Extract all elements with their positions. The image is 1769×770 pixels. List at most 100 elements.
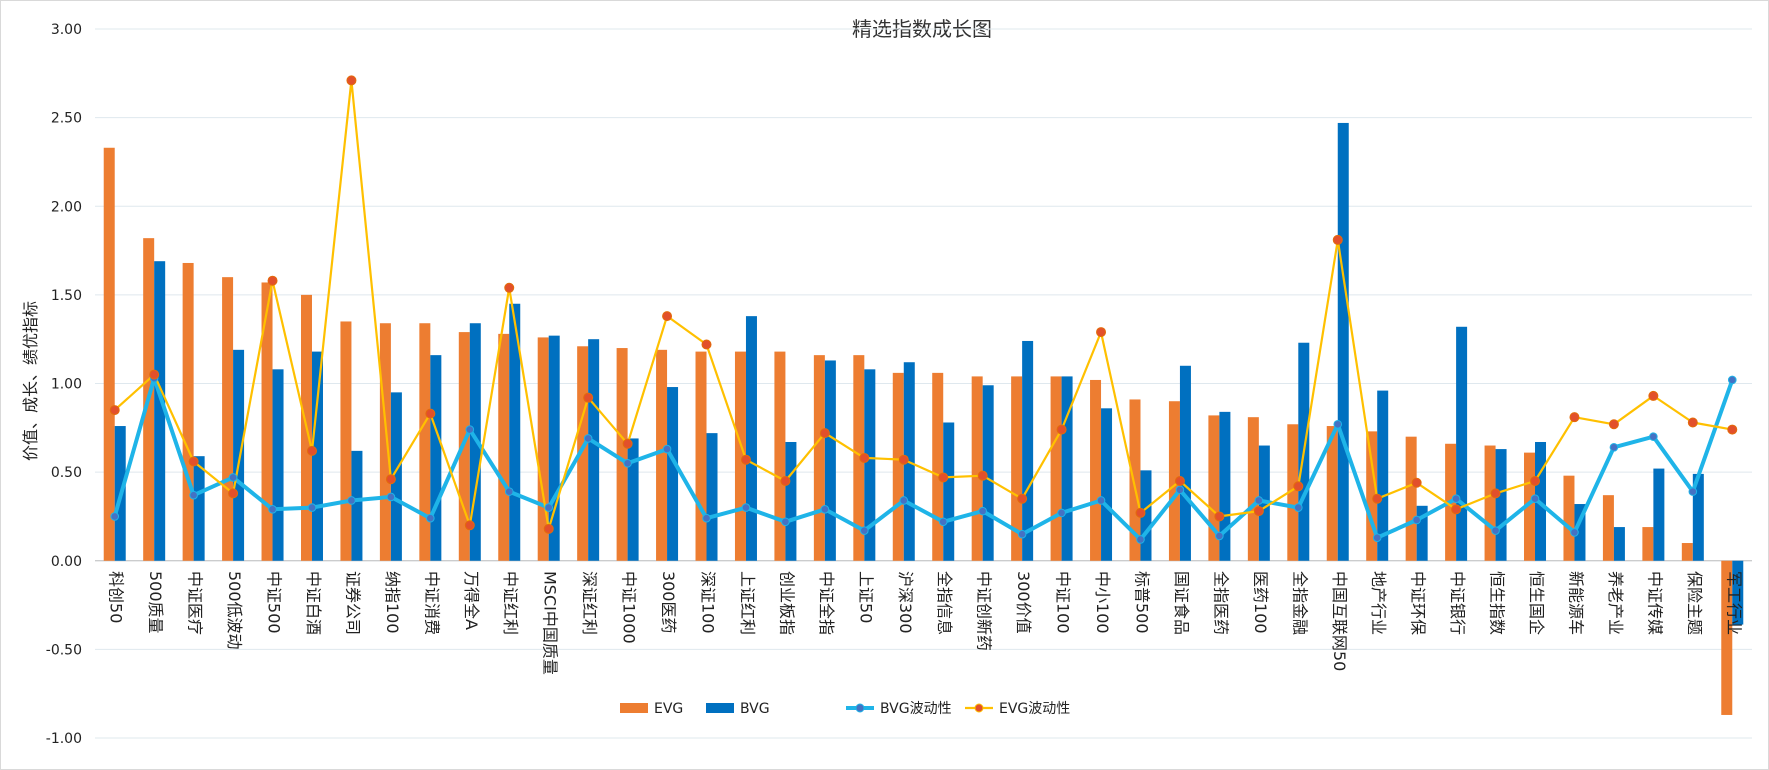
series-point-0 xyxy=(1333,419,1343,429)
series-point-1 xyxy=(1411,477,1422,488)
series-point-1 xyxy=(1017,493,1028,504)
x-tick-label: 科创50 xyxy=(107,571,126,623)
series-point-0 xyxy=(1215,531,1224,541)
legend-swatch xyxy=(706,703,734,713)
bar-bvg xyxy=(1179,365,1191,561)
bar-evg xyxy=(222,277,234,561)
series-point-0 xyxy=(1688,487,1698,496)
bars xyxy=(103,122,1744,715)
series-point-0 xyxy=(1175,485,1185,495)
lines xyxy=(109,75,1738,544)
bar-bvg xyxy=(1653,468,1665,561)
series-point-1 xyxy=(385,474,396,485)
series-point-0 xyxy=(110,512,120,521)
series-point-1 xyxy=(898,454,909,465)
series-point-0 xyxy=(386,492,396,502)
legend-label: EVG波动性 xyxy=(999,701,1070,717)
x-tick-label: 医药100 xyxy=(1251,571,1270,634)
x-tick-label: 全指金融 xyxy=(1290,571,1309,635)
x-tick-label: 中国互联网50 xyxy=(1330,571,1349,671)
bar-bvg xyxy=(154,261,166,561)
bar-bvg xyxy=(1377,390,1389,561)
x-tick-label: 恒生国企 xyxy=(1527,571,1546,635)
bar-evg xyxy=(1366,431,1378,561)
bar-bvg xyxy=(272,369,284,561)
series-point-1 xyxy=(977,470,988,481)
y-tick-label: -1.00 xyxy=(46,731,82,747)
series-point-1 xyxy=(662,311,673,322)
y-tick-label: 0.50 xyxy=(51,465,82,481)
bar-bvg xyxy=(311,351,323,561)
series-point-1 xyxy=(1253,506,1264,517)
series-line-1 xyxy=(113,79,1733,530)
series-point-0 xyxy=(623,458,632,468)
series-point-1 xyxy=(1530,475,1541,486)
bar-bvg xyxy=(706,433,718,561)
bar-bvg xyxy=(1219,411,1231,561)
bar-evg xyxy=(774,351,786,561)
bar-bvg xyxy=(1574,504,1586,561)
bar-bvg xyxy=(1692,473,1704,561)
x-tick-label: MSCI中国质量 xyxy=(541,571,560,675)
bar-evg xyxy=(419,323,431,561)
x-tick-label: 中小100 xyxy=(1093,571,1112,634)
series-point-1 xyxy=(1490,488,1501,499)
legend-marker xyxy=(855,703,865,713)
series-point-0 xyxy=(189,490,198,500)
bar-bvg xyxy=(1337,122,1349,561)
series-point-1 xyxy=(1332,234,1343,245)
bar-evg xyxy=(1721,560,1733,715)
y-tick-label: 3.00 xyxy=(51,22,82,38)
bar-bvg xyxy=(1061,376,1073,561)
x-tick-label: 中证环保 xyxy=(1409,571,1428,635)
bar-evg xyxy=(1681,543,1693,561)
series-point-1 xyxy=(1214,511,1225,522)
series-point-0 xyxy=(1649,432,1658,441)
legend-label: EVG xyxy=(654,701,683,717)
bar-evg xyxy=(813,355,825,561)
bar-evg xyxy=(1563,475,1575,561)
bar-evg xyxy=(971,376,983,561)
y-tick-label: 1.00 xyxy=(51,377,82,393)
bar-evg xyxy=(734,351,746,561)
x-tick-label: 300医药 xyxy=(659,571,678,634)
x-tick-label: 中证全指 xyxy=(817,571,836,635)
series-point-0 xyxy=(662,444,672,454)
x-tick-label: 创业板指 xyxy=(777,571,796,635)
x-tick-label: 中证1000 xyxy=(620,571,639,644)
x-tick-label: 中证红利 xyxy=(501,571,520,635)
series-point-0 xyxy=(583,434,593,443)
series-point-1 xyxy=(188,456,199,467)
series-point-1 xyxy=(228,488,239,499)
bar-bvg xyxy=(864,369,876,561)
legend-marker xyxy=(974,703,984,713)
bar-bvg xyxy=(588,339,600,561)
x-tick-label: 全指医药 xyxy=(1211,571,1230,635)
legend: EVG BVG BVG波动性 EVG波动性 xyxy=(620,701,1070,717)
bar-bvg xyxy=(627,438,639,561)
series-point-1 xyxy=(543,523,554,534)
bar-evg xyxy=(498,333,510,561)
bar-bvg xyxy=(1416,505,1428,561)
x-tick-label: 上证50 xyxy=(856,571,875,623)
bar-bvg xyxy=(233,349,245,561)
x-tick-label: 300价值 xyxy=(1014,571,1033,634)
series-point-0 xyxy=(1017,529,1027,539)
bar-evg xyxy=(932,372,944,561)
bar-evg xyxy=(261,282,273,561)
series-point-0 xyxy=(899,496,909,505)
x-tick-label: 地产行业 xyxy=(1369,571,1388,635)
series-point-0 xyxy=(1254,496,1264,505)
bar-evg xyxy=(1602,495,1614,561)
series-point-0 xyxy=(1412,515,1421,525)
x-tick-label: 中证医疗 xyxy=(186,571,205,635)
series-line-0 xyxy=(112,376,1735,542)
y-tick-label: -0.50 xyxy=(46,642,82,658)
bar-bvg xyxy=(1101,408,1113,561)
series-point-0 xyxy=(426,513,435,523)
series-point-1 xyxy=(740,454,751,465)
series-point-0 xyxy=(1057,508,1066,518)
series-point-0 xyxy=(978,506,987,516)
x-tick-label: 中证创新药 xyxy=(975,571,994,651)
